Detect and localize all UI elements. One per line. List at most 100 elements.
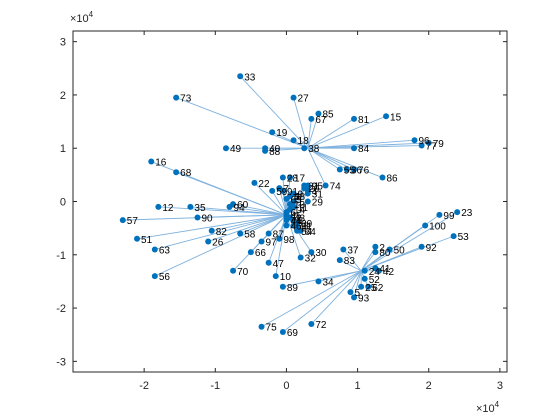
edge-86 [307,147,383,178]
edge-80 [360,251,376,272]
point-12 [155,203,162,210]
x-tick-label: 3 [497,380,503,392]
edge-63 [154,214,287,250]
point-label-77: 77 [426,142,438,153]
point-69 [279,329,286,336]
y-tick-label: -1 [56,250,66,262]
point-26 [205,238,212,245]
point-label-50: 50 [394,245,406,256]
point-label-59: 59 [276,187,288,198]
point-label-84: 84 [358,144,370,155]
point-100 [422,222,429,229]
point-66 [247,249,254,256]
edge-28 [282,177,287,215]
point-72 [308,321,315,328]
point-label-26: 26 [212,237,224,248]
point-37 [340,246,347,253]
point-77 [418,142,425,149]
point-24 [361,267,368,274]
point-label-48: 48 [294,192,306,203]
point-label-38: 38 [308,144,320,155]
point-27 [290,94,297,101]
point-label-18: 18 [298,136,310,147]
point-30 [308,249,315,256]
point-label-3: 3 [298,216,304,227]
point-label-34: 34 [322,277,334,288]
point-99 [436,211,443,218]
point-label-24: 24 [369,267,381,278]
point-43 [287,214,293,221]
point-90 [194,214,201,221]
point-31 [304,190,311,197]
edge-36 [307,147,348,170]
edge-56 [154,214,287,277]
point-label-44: 44 [290,216,302,227]
point-50 [386,246,393,253]
point-label-7: 7 [283,184,289,195]
point-84 [351,145,358,152]
edge-75 [261,270,362,328]
edge-72 [311,270,362,325]
point-label-67: 67 [315,115,327,126]
point-label-21: 21 [308,182,320,193]
point-17 [287,174,293,181]
point-label-69: 69 [287,328,299,339]
point-label-9: 9 [298,190,304,201]
point-label-66: 66 [255,248,267,259]
y-tick-label: 3 [60,37,66,49]
point-88 [262,147,269,154]
point-68 [173,169,180,176]
point-label-72: 72 [315,320,327,331]
x-tick-label: -2 [139,380,149,392]
edge-51 [136,214,287,240]
edge-90 [197,214,287,218]
point-label-17: 17 [294,174,306,185]
point-label-83: 83 [344,256,356,267]
point-label-5: 5 [354,288,360,299]
edge-37 [343,249,362,272]
point-96 [411,137,418,144]
point-label-42: 42 [383,267,395,278]
point-label-60: 60 [237,200,249,211]
point-label-32: 32 [305,253,317,264]
y-tick-label: 2 [60,90,66,102]
edge-83 [339,259,362,272]
edge-100 [360,225,426,272]
point-label-51: 51 [141,235,153,246]
point-49 [222,145,229,152]
point-label-95: 95 [312,182,324,193]
point-label-30: 30 [315,248,327,259]
y-exponent-label: ×104 [70,10,94,25]
edge-58 [240,214,287,234]
point-label-96: 96 [419,136,431,147]
point-label-52: 52 [369,275,381,286]
point-label-27: 27 [298,94,310,105]
point-label-86: 86 [386,174,398,185]
point-label-37: 37 [347,245,359,256]
point-label-14: 14 [294,205,306,216]
edge-85 [307,113,319,149]
point-42 [375,267,382,274]
point-6 [283,209,290,216]
point-label-10: 10 [280,272,292,283]
point-53 [450,233,457,240]
point-label-45: 45 [290,211,302,222]
point-label-20: 20 [308,184,320,195]
edge-27 [293,97,309,149]
point-label-16: 16 [155,158,167,169]
point-label-62: 62 [372,283,384,294]
point-label-13: 13 [294,200,306,211]
point-32 [297,254,304,261]
point-52 [361,275,368,282]
point-78 [290,222,297,229]
point-98 [276,235,283,242]
point-93 [351,294,358,301]
point-63 [151,246,158,253]
point-label-55: 55 [344,166,356,177]
edge-35 [190,206,287,216]
point-label-68: 68 [180,168,192,179]
point-18 [290,137,297,144]
edge-5 [350,270,362,293]
